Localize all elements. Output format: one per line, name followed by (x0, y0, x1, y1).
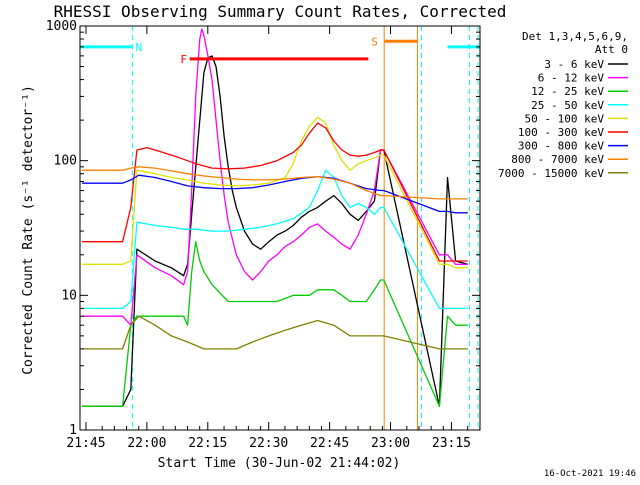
series-line-5 (82, 116, 468, 269)
x-axis: 21:45 22:00 22:15 22:30 22:45 23:00 23:15 (66, 26, 481, 451)
series-line-8 (82, 166, 468, 200)
series-line-6 (82, 122, 468, 262)
legend-label-3: 12 - 25 keV (531, 85, 604, 98)
legend-label-7: 300 - 800 keV (518, 140, 604, 153)
y-axis: 1 10 100 1000 (46, 19, 480, 438)
plot-frame (79, 25, 481, 431)
plot-background (80, 26, 480, 430)
legend-label-8: 800 - 7000 keV (511, 153, 604, 166)
series-line-3 (82, 241, 468, 407)
plot-area: N F S (79, 25, 481, 431)
legend-label-2: 6 - 12 keV (538, 72, 605, 85)
y-tick-label-3: 1000 (46, 19, 77, 34)
series-line-9 (82, 315, 468, 350)
legend-header-line-2: Att 0 (595, 43, 628, 56)
x-tick-label-1: 22:00 (127, 436, 166, 451)
x-axis-label: Start Time (30-Jun-02 21:44:02) (158, 456, 401, 471)
chart-title: RHESSI Observing Summary Count Rates, Co… (54, 2, 507, 21)
series-line-2 (82, 28, 468, 326)
legend-label-4: 25 - 50 keV (531, 99, 604, 112)
x-tick-label-4: 22:45 (310, 436, 349, 451)
legend-header-line-1: Det 1,3,4,5,6,9, (522, 30, 628, 43)
y-tick-label-1: 10 (61, 288, 77, 303)
x-tick-label-0: 21:45 (66, 436, 105, 451)
series-line-4 (82, 169, 468, 310)
y-tick-label-0: 1 (69, 423, 77, 438)
y-axis-label: Corrected Count Rate (s⁻¹ detector⁻¹) (21, 85, 36, 375)
x-tick-label-6: 23:15 (432, 436, 471, 451)
x-tick-label-5: 23:00 (371, 436, 410, 451)
x-tick-label-3: 22:30 (249, 436, 288, 451)
footer-date: 16-Oct-2021 19:46 (544, 469, 636, 479)
series-group (82, 28, 468, 407)
annotation-label-f: F (180, 53, 187, 66)
annotation-label-s: S (371, 35, 378, 48)
legend-label-6: 100 - 300 keV (518, 126, 604, 139)
legend-label-1: 3 - 6 keV (544, 58, 604, 71)
y-tick-label-2: 100 (54, 154, 77, 169)
series-line-7 (82, 174, 468, 214)
x-tick-label-2: 22:15 (188, 436, 227, 451)
legend-label-5: 50 - 100 keV (525, 112, 605, 125)
legend-label-9: 7000 - 15000 keV (498, 167, 604, 180)
annotation-bars: N F S (80, 35, 480, 66)
annotation-label-n: N (135, 41, 142, 54)
